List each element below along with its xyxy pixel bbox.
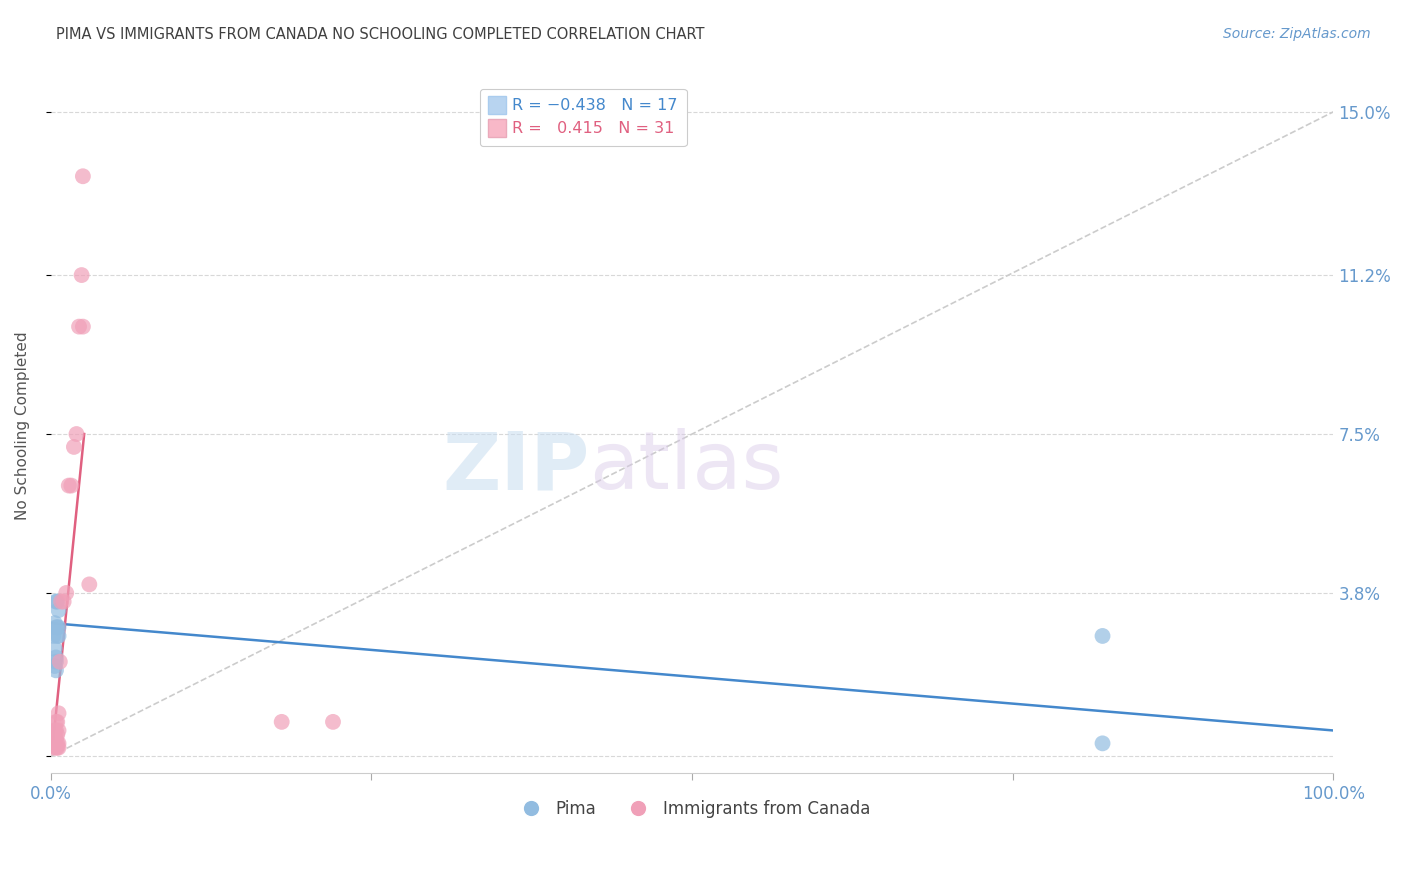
Point: [44, 616, 66, 631]
Point: [79, 577, 101, 591]
Point: [45, 723, 67, 738]
Point: [48, 603, 70, 617]
Point: [46, 620, 69, 634]
Point: [48, 620, 70, 634]
Point: [44, 736, 66, 750]
Point: [46, 629, 69, 643]
Point: [46, 714, 69, 729]
Point: [45, 655, 67, 669]
Legend: Pima, Immigrants from Canada: Pima, Immigrants from Canada: [508, 793, 877, 824]
Point: [48, 736, 70, 750]
Text: PIMA VS IMMIGRANTS FROM CANADA NO SCHOOLING COMPLETED CORRELATION CHART: PIMA VS IMMIGRANTS FROM CANADA NO SCHOOL…: [56, 27, 704, 42]
Point: [46, 594, 69, 608]
Point: [65, 427, 87, 442]
Point: [45, 650, 67, 665]
Text: atlas: atlas: [589, 428, 785, 506]
Point: [45, 714, 67, 729]
Point: [1091, 629, 1114, 643]
Point: [45, 740, 67, 755]
Point: [67, 319, 90, 334]
Point: [46, 728, 69, 742]
Point: [46, 740, 69, 755]
Point: [322, 714, 344, 729]
Point: [44, 732, 66, 747]
Point: [60, 478, 83, 492]
Point: [58, 478, 80, 492]
Text: ZIP: ZIP: [443, 428, 589, 506]
Point: [55, 586, 77, 600]
Point: [49, 655, 72, 669]
Point: [44, 723, 66, 738]
Point: [45, 663, 67, 677]
Point: [270, 714, 292, 729]
Point: [1091, 736, 1114, 750]
Point: [48, 629, 70, 643]
Point: [49, 594, 72, 608]
Point: [72, 169, 94, 184]
Point: [45, 620, 67, 634]
Y-axis label: No Schooling Completed: No Schooling Completed: [15, 331, 30, 520]
Point: [72, 319, 94, 334]
Point: [42, 629, 65, 643]
Point: [45, 594, 67, 608]
Point: [44, 659, 66, 673]
Point: [63, 440, 86, 454]
Point: [44, 641, 66, 656]
Point: [45, 732, 67, 747]
Point: [70, 268, 93, 282]
Point: [48, 740, 70, 755]
Point: [48, 723, 70, 738]
Point: [42, 740, 65, 755]
Text: Source: ZipAtlas.com: Source: ZipAtlas.com: [1223, 27, 1371, 41]
Point: [48, 706, 70, 721]
Point: [46, 736, 69, 750]
Point: [52, 594, 75, 608]
